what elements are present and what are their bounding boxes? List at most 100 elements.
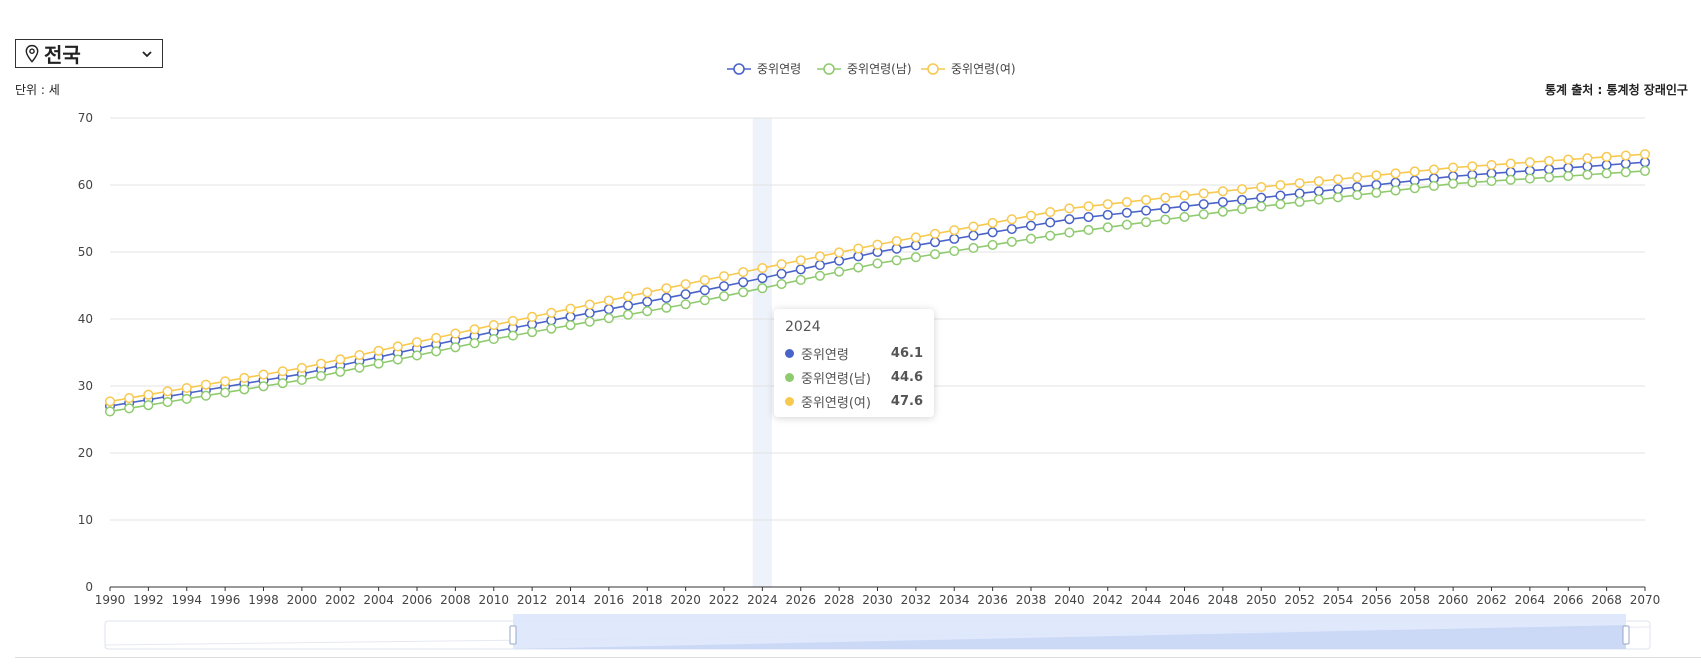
data-point [1620, 150, 1631, 161]
legend-item: 중위연령(남) [817, 62, 912, 76]
data-point [680, 299, 691, 310]
data-point [1025, 210, 1037, 221]
data-point [104, 396, 116, 407]
x-tick-label: 2010 [478, 593, 509, 607]
source-label: 통계 출처 : 통계청 장래인구 [1545, 83, 1688, 97]
x-tick-label: 1998 [248, 593, 279, 607]
range-slider-handle-right[interactable] [1622, 625, 1630, 645]
data-point [1582, 153, 1593, 164]
data-point [1601, 168, 1612, 179]
data-point [1467, 161, 1478, 172]
data-point [603, 295, 614, 306]
data-point [1025, 233, 1037, 244]
range-slider-handle-left[interactable] [509, 625, 517, 645]
data-point [699, 275, 710, 286]
x-tick-label: 2030 [862, 593, 893, 607]
x-tick-label: 2064 [1515, 593, 1546, 607]
data-point [1237, 194, 1248, 205]
data-point [162, 396, 173, 408]
data-point [565, 320, 576, 331]
x-tick-label: 2056 [1361, 593, 1392, 607]
data-point [1371, 170, 1382, 181]
data-point [1198, 199, 1209, 210]
x-tick-label: 2054 [1323, 593, 1354, 607]
data-point [1620, 158, 1631, 169]
data-point [277, 378, 288, 389]
data-point [1275, 199, 1286, 210]
region-select[interactable]: 전국 [15, 39, 163, 68]
data-point [834, 266, 845, 277]
x-tick-label: 1996 [210, 593, 241, 607]
data-point [814, 270, 825, 281]
data-point [316, 370, 327, 381]
data-point [968, 221, 979, 232]
tooltip-year: 2024 [785, 319, 821, 335]
data-point [891, 255, 902, 266]
map-pin-icon [25, 44, 39, 63]
data-point [1141, 217, 1152, 228]
data-point [1121, 196, 1132, 208]
data-point [181, 393, 192, 404]
data-point [258, 369, 269, 380]
data-point [1006, 236, 1017, 247]
data-point [1313, 176, 1324, 187]
data-point [795, 264, 806, 275]
data-point [891, 235, 902, 247]
data-point [718, 271, 730, 282]
x-tick-label: 2000 [287, 593, 318, 607]
data-point [1141, 194, 1152, 205]
data-point [1313, 186, 1324, 197]
data-point [1563, 170, 1574, 182]
tooltip-series-name: 중위연령 [801, 347, 849, 363]
data-point [1275, 180, 1286, 191]
data-point [392, 341, 403, 352]
y-tick-label: 70 [78, 111, 93, 125]
y-tick-label: 40 [78, 312, 93, 326]
data-point [1025, 220, 1037, 231]
hover-band [752, 118, 772, 587]
x-tick-label: 2068 [1591, 593, 1622, 607]
x-tick-label: 2018 [632, 593, 663, 607]
data-point [1332, 184, 1344, 195]
tooltip-row: 중위연령(남) 44.6 [785, 365, 923, 389]
data-point [642, 287, 653, 298]
data-point [1639, 165, 1651, 176]
x-tick-label: 2028 [824, 593, 855, 607]
data-point [1006, 223, 1017, 235]
data-point [1045, 230, 1056, 241]
chart-tooltip: 2024 중위연령 46.1 중위연령(남) 44.6 중위연령(여) 47.6 [774, 309, 934, 417]
data-point [431, 346, 442, 357]
data-point [1563, 154, 1574, 165]
data-point [1217, 186, 1228, 197]
x-tick-label: 2020 [670, 593, 701, 607]
data-point [1275, 190, 1286, 201]
data-point [949, 246, 960, 257]
data-point [1313, 194, 1324, 205]
data-point [1294, 196, 1305, 207]
data-point [1198, 209, 1209, 220]
data-point [220, 387, 231, 398]
data-point [757, 273, 768, 284]
x-tick-label: 2050 [1246, 593, 1277, 607]
data-point [431, 332, 442, 343]
legend-marker [733, 63, 745, 75]
data-point [450, 342, 461, 353]
data-point [718, 291, 730, 302]
data-point [220, 376, 231, 387]
data-point [1563, 162, 1574, 173]
data-point [1064, 214, 1075, 225]
data-point [1237, 184, 1248, 195]
data-point [661, 283, 672, 294]
data-point [584, 316, 595, 327]
data-point [1083, 211, 1094, 223]
data-point [1160, 192, 1171, 203]
x-tick-label: 2048 [1208, 593, 1239, 607]
x-tick-label: 2016 [594, 593, 625, 607]
x-tick-label: 2012 [517, 593, 548, 607]
data-point [795, 255, 806, 266]
data-point [354, 349, 365, 361]
data-point [546, 323, 557, 334]
data-point [968, 230, 979, 241]
x-tick-label: 2044 [1131, 593, 1162, 607]
data-point [488, 319, 499, 331]
